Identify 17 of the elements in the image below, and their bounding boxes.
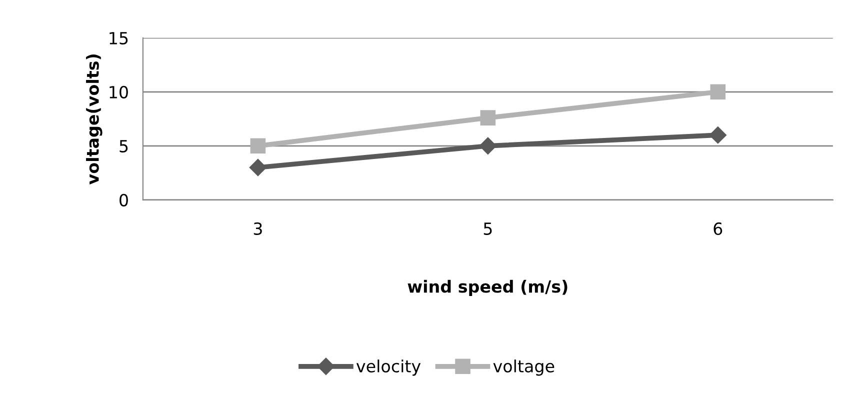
x-tick-label: 3 xyxy=(254,222,262,236)
y-tick-label: 5 xyxy=(120,140,128,152)
point xyxy=(480,110,496,126)
legend-label: velocity xyxy=(356,360,421,376)
x-tick-label: 5 xyxy=(484,222,492,236)
y-axis-title: voltage(volts) xyxy=(86,54,102,184)
point xyxy=(709,126,726,144)
x-axis-title: wind speed (m/s) xyxy=(408,280,568,296)
point xyxy=(250,138,266,154)
point xyxy=(249,158,266,176)
y-tick-label: 10 xyxy=(110,86,128,98)
y-tick-label: 15 xyxy=(110,32,128,44)
point xyxy=(479,137,496,154)
y-tick-label: 0 xyxy=(120,194,128,206)
point xyxy=(710,84,726,100)
x-tick-label: 6 xyxy=(714,222,722,236)
legend-label: voltage xyxy=(493,360,554,376)
